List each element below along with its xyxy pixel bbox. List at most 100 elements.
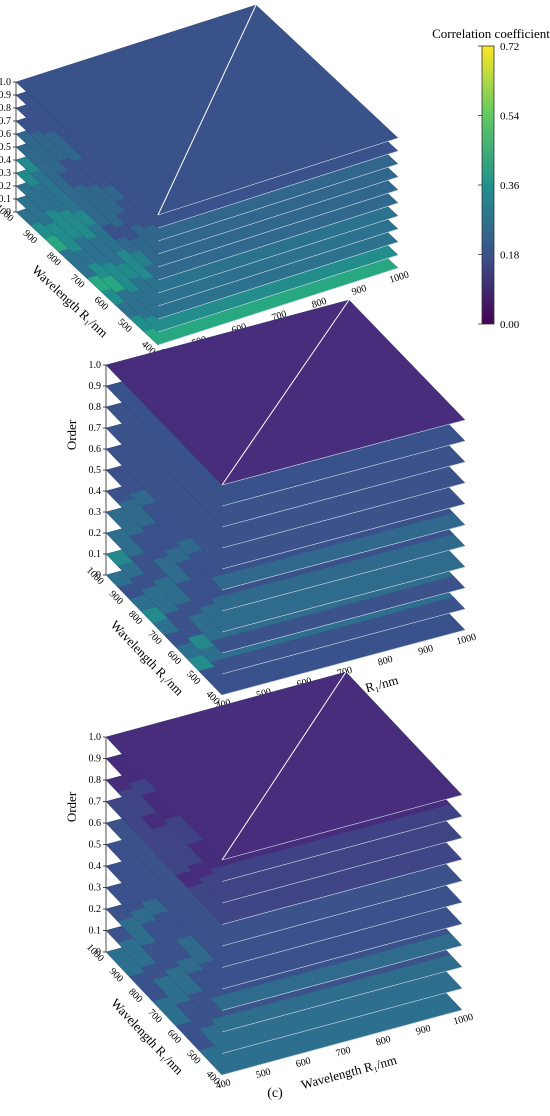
x-tick-label: 800 (377, 654, 394, 669)
slice-band (198, 396, 454, 473)
x-tick-label: 500 (255, 1066, 272, 1081)
slice-edge (221, 902, 463, 968)
slice-band (44, 31, 299, 122)
order-tick-label: 0.2 (89, 904, 102, 915)
colorbar-tick-label: 0.72 (500, 41, 519, 53)
order-tick-label: 0.2 (0, 181, 11, 192)
order-tick-label: 0.7 (0, 116, 11, 127)
slice-band (187, 384, 442, 461)
slice-band (140, 708, 393, 787)
x-tick-label: 1000 (455, 632, 477, 648)
slice-edge (221, 837, 463, 904)
order-tick-label: 0.9 (89, 381, 102, 392)
slice-band (143, 254, 398, 345)
y-tick-label: 1000 (84, 942, 106, 964)
slice-edge (221, 859, 463, 925)
order-tick-label: 0.3 (0, 168, 11, 179)
slice-band (58, 44, 313, 136)
slice-edge (221, 503, 466, 570)
slice-band (210, 408, 465, 485)
slice-band (143, 215, 398, 306)
slice-band (106, 672, 358, 750)
x-tick-label: 1000 (388, 269, 410, 286)
order-tick-label: 0.6 (0, 129, 11, 140)
slice-band (187, 758, 439, 836)
slice-band (210, 576, 465, 653)
slice-band (143, 176, 398, 267)
slice-band (117, 684, 370, 762)
slice-edge (221, 923, 463, 990)
slice-band (143, 163, 398, 254)
order-tick-label: 0.6 (89, 818, 102, 829)
slice-band (210, 890, 462, 968)
order-tick-label: 0.3 (89, 507, 102, 518)
order-tick-label: 0 (96, 570, 101, 581)
slice-band (140, 336, 396, 413)
slice-band (143, 150, 398, 241)
slice-band (129, 111, 384, 202)
slice-band (101, 84, 356, 176)
slice-band (117, 312, 373, 389)
order-tick-label: 0.1 (0, 194, 11, 205)
slice-edge (221, 794, 463, 861)
panel-b: 00.10.20.30.40.50.60.70.80.91.0Order4005… (64, 299, 477, 742)
order-tick-label: 0.8 (89, 775, 102, 786)
slice-edge (221, 545, 466, 612)
slice-order-1.0 (105, 671, 463, 861)
slice-band (87, 71, 342, 162)
y-tick-label: 1000 (0, 202, 15, 224)
order-axis-label: Order (64, 419, 79, 450)
slice-band (210, 997, 462, 1075)
order-tick-label: 0.5 (89, 840, 102, 851)
slice-band (198, 770, 451, 848)
y-tick-label: 1000 (84, 565, 106, 587)
order-tick-label: 0.8 (89, 402, 102, 413)
panel-c: 0 0.1 0.2 0.3 0.4 0.5 0.6 0.7 0.8 0.9 1.0 Order 400 5… (64, 671, 474, 1101)
slice-band (210, 618, 465, 695)
colorbar-title: Correlation coefficient (432, 26, 550, 41)
slice-band (210, 804, 462, 882)
slice-band (115, 98, 370, 189)
slice-band (210, 555, 465, 632)
slice-order-1.0 (105, 299, 466, 486)
order-tick-label: 0.1 (89, 549, 102, 560)
slice-band (30, 18, 285, 109)
slice-band (143, 189, 398, 280)
slice-band (143, 124, 398, 215)
slice-edge (157, 137, 399, 216)
slice-edge (221, 1009, 463, 1076)
order-tick-label: 0.5 (0, 142, 11, 153)
x-tick-label: 600 (295, 1056, 312, 1071)
slice-band (210, 954, 462, 1032)
slice-band (210, 847, 462, 925)
colorbar-tick-label: 0.00 (500, 319, 520, 331)
slice-edge (157, 228, 399, 307)
slice-band (175, 372, 431, 449)
colorbar-ticks: 0.72 0.54 0.36 0.18 0.00 (478, 41, 520, 331)
order-axis: 0 0.1 0.2 0.3 0.4 0.5 0.6 0.7 0.8 0.9 1.0 Order (64, 732, 107, 958)
slice-band (16, 5, 271, 96)
slice-band (106, 300, 361, 377)
slice-order-1.0 (15, 4, 399, 216)
order-tick-label: 0.4 (89, 861, 102, 872)
slice-band (72, 58, 327, 149)
x-tick-label: 800 (375, 1034, 392, 1049)
slice-band (210, 471, 465, 548)
order-tick-label: 1.0 (89, 732, 102, 743)
slice-edge (157, 189, 399, 268)
order-tick-label: 0.6 (89, 444, 102, 455)
slice-edge (221, 608, 466, 675)
slice-band (152, 348, 407, 425)
order-tick-label: 0.7 (89, 423, 102, 434)
order-tick-label: 1.0 (89, 360, 102, 371)
slice-band (210, 597, 465, 674)
slice-edge (221, 419, 466, 486)
slice-edge (221, 440, 466, 507)
order-tick-label: 0.9 (0, 90, 11, 101)
slice-band (175, 745, 428, 824)
colorbar-tick-label: 0.54 (500, 111, 520, 123)
colorbar-gradient (481, 45, 495, 325)
diagonal-line (221, 671, 347, 861)
slice-edge (157, 163, 399, 242)
